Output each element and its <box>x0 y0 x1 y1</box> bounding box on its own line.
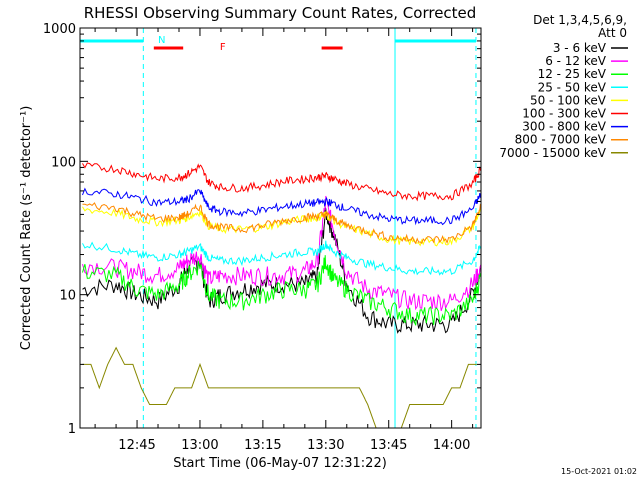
legend-header-line-2: Att 0 <box>598 26 627 40</box>
chart-title: RHESSI Observing Summary Count Rates, Co… <box>84 4 477 22</box>
x-tick-label: 12:45 <box>118 438 155 453</box>
series-line-50-100keV <box>82 206 482 247</box>
legend-label: 800 - 7000 keV <box>515 133 607 147</box>
series-line-12-25keV <box>82 255 482 326</box>
plot-area: NF <box>79 27 482 429</box>
legend-header-line-1: Det 1,3,4,5,6,9, <box>533 13 627 27</box>
x-tick-label: 13:00 <box>181 438 218 453</box>
legend-label: 25 - 50 keV <box>538 80 607 94</box>
legend-label: 50 - 100 keV <box>530 93 607 107</box>
footer-date: 15-Oct-2021 01:02 <box>561 467 637 476</box>
legend-label: 3 - 6 keV <box>553 41 607 55</box>
x-axis-label: Start Time (06-May-07 12:31:22) <box>173 456 387 471</box>
x-tick-label: 13:15 <box>244 438 281 453</box>
flag-label: N <box>158 35 165 46</box>
legend-label: 12 - 25 keV <box>538 67 607 81</box>
y-axis-label: Corrected Count Rate (s⁻¹ detector⁻¹) <box>19 106 34 351</box>
legend-label: 6 - 12 keV <box>545 54 607 68</box>
y-tick-label: 10 <box>59 289 76 304</box>
series-line-7000-15000keV <box>82 346 477 429</box>
y-tick-label: 1000 <box>43 22 76 37</box>
y-axis: 1 10 100 1000 <box>43 22 481 437</box>
plot-frame <box>79 27 482 429</box>
legend-label: 7000 - 15000 keV <box>499 146 606 160</box>
series-line-800-7000keV <box>82 202 482 245</box>
x-tick-label: 13:30 <box>307 438 344 453</box>
flag-bars: NF <box>80 35 476 53</box>
legend-label: 100 - 300 keV <box>522 107 606 121</box>
x-tick-label: 13:45 <box>370 438 407 453</box>
series-layer <box>82 162 482 429</box>
series-line-6-12keV <box>82 195 482 311</box>
series-line-100-300keV <box>82 162 482 202</box>
flag-label: F <box>220 42 226 53</box>
legend-label: 300 - 800 keV <box>522 120 606 134</box>
series-line-300-800keV <box>82 187 482 226</box>
series-line-25-50keV <box>82 240 482 276</box>
y-tick-label: 1 <box>68 422 76 437</box>
x-axis: 12:45 13:00 13:15 13:30 13:45 14:00 <box>94 28 474 453</box>
y-tick-label: 100 <box>51 155 76 170</box>
x-tick-label: 14:00 <box>433 438 470 453</box>
